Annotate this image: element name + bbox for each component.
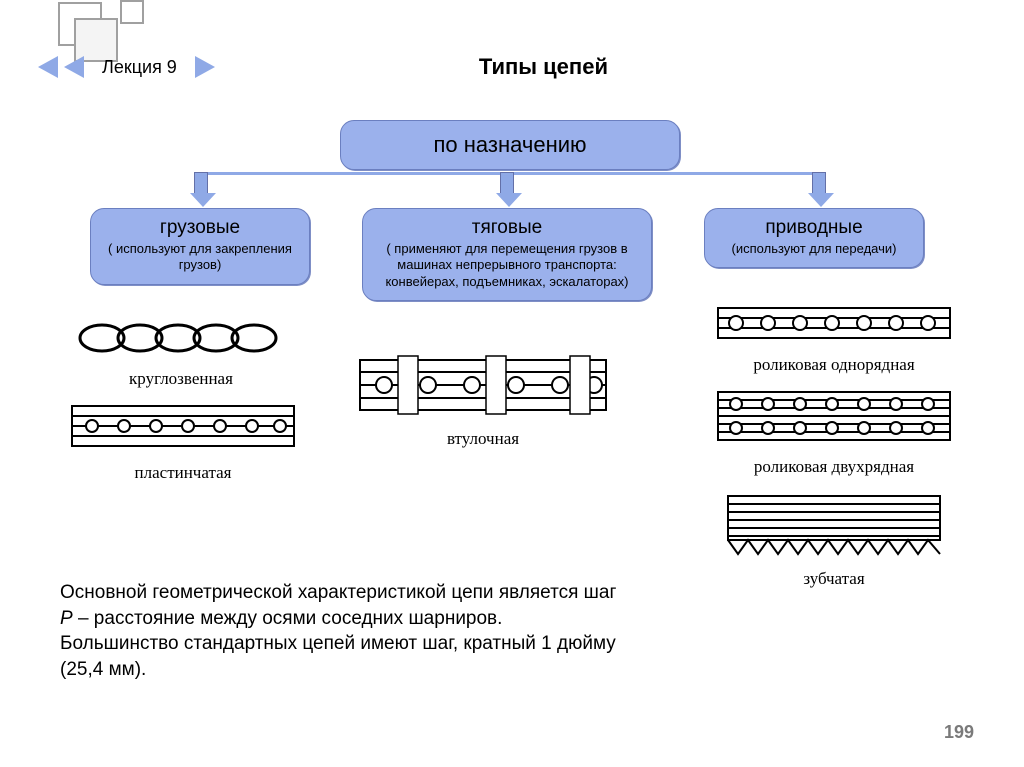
chain-round-link: круглозвенная [76, 316, 286, 389]
chain-label: круглозвенная [76, 369, 286, 389]
chain-label: зубчатая [724, 569, 944, 589]
child-node-traction: тяговые ( применяют для перемещения груз… [362, 208, 652, 301]
child-title: грузовые [101, 217, 299, 239]
pitch-symbol: P [60, 608, 73, 629]
child-desc: (используют для передачи) [715, 241, 913, 257]
child-node-drive: приводные (используют для передачи) [704, 208, 924, 268]
header: Лекция 9 Типы цепей [38, 54, 964, 80]
chain-label: роликовая двухрядная [716, 457, 952, 477]
chain-label: пластинчатая [70, 463, 296, 483]
chain-label: втулочная [358, 429, 608, 449]
lecture-label: Лекция 9 [102, 57, 177, 78]
child-title: тяговые [373, 217, 641, 239]
chain-plate: пластинчатая [70, 398, 296, 483]
text-part2: – расстояние между осями соседних шарнир… [60, 608, 616, 680]
chain-roller-double: роликовая двухрядная [716, 386, 952, 477]
first-arrow-icon[interactable] [64, 56, 84, 78]
arrow-down-icon [496, 172, 518, 207]
child-node-cargo: грузовые ( используют для закрепления гр… [90, 208, 310, 285]
chain-bushing: втулочная [358, 350, 608, 449]
description-text: Основной геометрической характеристикой … [60, 580, 620, 683]
root-node: по назначению [340, 120, 680, 170]
chain-toothed: зубчатая [724, 490, 944, 589]
page-number: 199 [944, 722, 974, 743]
chain-label: роликовая однорядная [716, 355, 952, 375]
round-link-chain-icon [76, 316, 286, 360]
chain-roller-single: роликовая однорядная [716, 300, 952, 375]
arrow-down-icon [808, 172, 830, 207]
text-part1: Основной геометрической характеристикой … [60, 582, 616, 603]
next-arrow-icon[interactable] [195, 56, 215, 78]
bushing-chain-icon [358, 350, 608, 420]
arrow-down-icon [190, 172, 212, 207]
roller-single-chain-icon [716, 300, 952, 346]
prev-arrow-icon[interactable] [38, 56, 58, 78]
child-title: приводные [715, 217, 913, 239]
plate-chain-icon [70, 398, 296, 454]
page-title: Типы цепей [243, 54, 844, 80]
toothed-chain-icon [724, 490, 944, 560]
child-desc: ( применяют для перемещения грузов в маш… [373, 241, 641, 290]
child-desc: ( используют для закрепления грузов) [101, 241, 299, 274]
roller-double-chain-icon [716, 386, 952, 448]
